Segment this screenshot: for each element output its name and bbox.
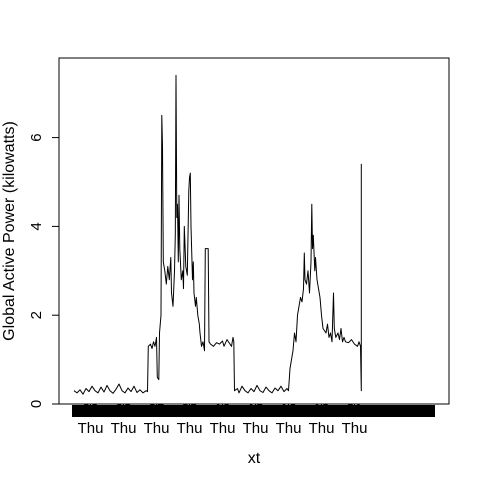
x-tick-label-bottom: Thu xyxy=(210,420,236,437)
x-tick-label-bottom: Thu xyxy=(111,420,137,437)
y-tick-label: 6 xyxy=(28,133,45,141)
x-tick-label-bottom: Thu xyxy=(276,420,302,437)
y-tick-label: 2 xyxy=(28,311,45,319)
x-tick-label-bottom: Thu xyxy=(78,420,104,437)
x-axis-label: xt xyxy=(248,450,261,467)
plot-frame xyxy=(58,57,450,405)
x-tick-label-bottom: Thu xyxy=(342,420,368,437)
y-axis-label: Global Active Power (kilowatts) xyxy=(1,121,18,341)
dense-minor-ticks xyxy=(72,405,435,417)
y-tick-label: 4 xyxy=(28,222,45,230)
series-line xyxy=(73,74,362,395)
x-tick-label-bottom: Thu xyxy=(309,420,335,437)
x-tick-label-bottom: Thu xyxy=(243,420,269,437)
x-tick-label-bottom: Thu xyxy=(144,420,170,437)
x-tick-label-bottom: Thu xyxy=(177,420,203,437)
y-tick-label: 0 xyxy=(28,400,45,408)
y-axis: 0 2 4 6 xyxy=(28,133,60,408)
series-layer xyxy=(73,74,362,395)
